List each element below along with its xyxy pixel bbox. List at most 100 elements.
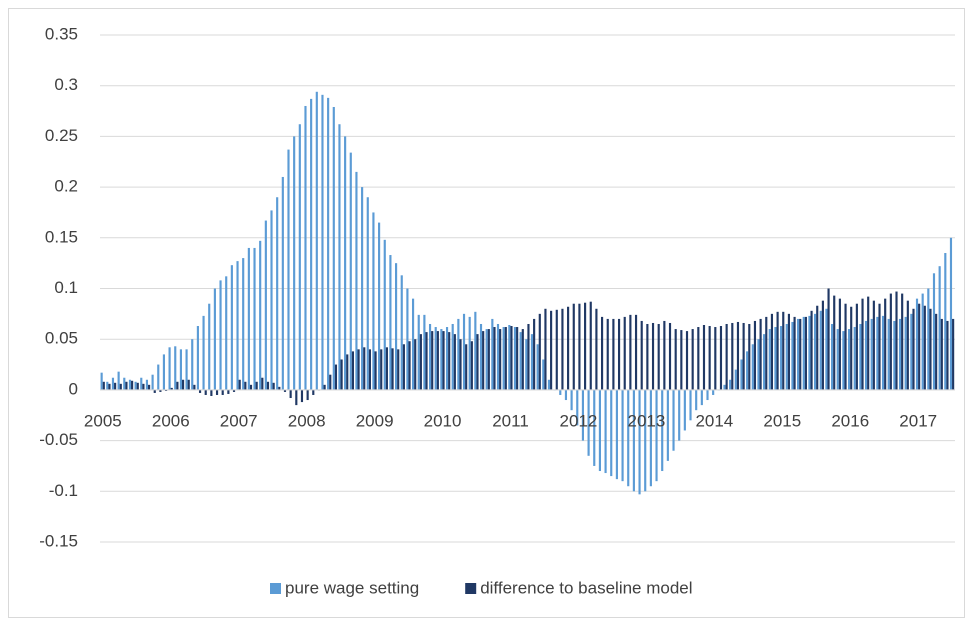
bar [797,318,800,390]
bar [802,316,805,390]
bar [895,291,898,390]
bar [334,364,338,390]
bar [525,339,528,390]
bar [202,315,205,390]
bar [363,347,366,390]
bar [533,318,536,390]
bar [417,314,420,390]
bar [581,389,585,441]
x-tick-label: 2012 [560,411,598,430]
bar [340,359,343,390]
bar [485,329,488,390]
x-tick-label: 2009 [356,411,394,430]
bar [434,327,437,390]
bar [844,303,847,390]
bar [714,327,717,390]
bar [425,332,428,390]
bar [935,313,938,390]
bar [901,293,904,390]
bar [508,325,511,390]
bar [448,332,451,390]
x-tick-label: 2017 [899,411,937,430]
bar [559,389,562,395]
bar [700,389,703,406]
bar [304,105,307,390]
bar [198,389,202,393]
bar [247,247,250,390]
bar [196,326,199,390]
bar [816,305,819,390]
bar [606,318,609,390]
bar [213,288,216,390]
bar [493,327,496,390]
bar [683,389,686,431]
bar [108,383,111,390]
bar [457,318,460,390]
bar [595,308,598,390]
bar [215,389,219,395]
bar [181,379,185,390]
bar [510,326,513,390]
bar [881,315,885,390]
bar [678,389,681,441]
bar [904,316,907,390]
bar [821,300,824,390]
bar [842,331,845,390]
bar [513,327,517,390]
bar [706,389,709,401]
bar [142,383,145,390]
bar [414,339,417,390]
bar [836,329,839,390]
bar [791,321,794,390]
bar [938,266,941,390]
x-tick-label: 2014 [695,411,733,430]
bar [402,344,405,390]
bar [357,349,360,390]
bar [555,309,558,390]
bar [576,389,579,426]
bar [504,327,507,390]
bar [462,313,466,390]
bar [499,329,502,390]
bar [612,318,615,390]
bar [861,298,864,390]
bar [887,318,890,390]
bar [253,247,256,390]
bar [644,389,647,492]
bar [878,303,881,390]
bar [470,341,473,390]
bar [751,344,754,390]
bar [431,331,434,390]
bar [785,323,788,390]
bar [627,389,630,487]
bar [236,261,239,390]
bar [219,280,222,390]
bar [502,327,505,390]
bar [298,124,301,390]
bar [261,377,264,390]
bar [266,381,270,390]
bar [898,318,902,390]
bar [570,389,573,411]
bar [940,318,943,390]
bar [776,311,779,390]
bar [838,298,841,390]
bar [374,351,377,390]
bar [289,389,292,399]
bar [623,316,626,390]
bar [808,315,811,390]
bar [765,316,768,390]
x-tick-label: 2008 [288,411,326,430]
bar [136,382,139,390]
bar [193,384,196,390]
bar [487,329,490,390]
bar [242,258,245,390]
bar [440,329,443,390]
bar [191,339,194,390]
bar [327,97,330,390]
x-tick-label: 2013 [627,411,665,430]
bar [125,381,128,390]
bar [768,329,771,390]
bar [695,389,698,411]
legend-label: difference to baseline model [480,578,692,597]
